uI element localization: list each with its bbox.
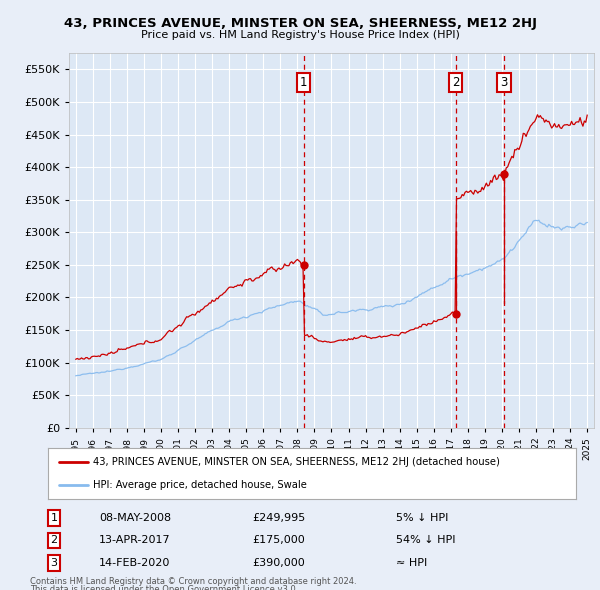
Text: This data is licensed under the Open Government Licence v3.0.: This data is licensed under the Open Gov…	[30, 585, 298, 590]
Text: HPI: Average price, detached house, Swale: HPI: Average price, detached house, Swal…	[93, 480, 307, 490]
Text: 1: 1	[50, 513, 58, 523]
Text: £175,000: £175,000	[252, 535, 305, 545]
Text: Contains HM Land Registry data © Crown copyright and database right 2024.: Contains HM Land Registry data © Crown c…	[30, 577, 356, 586]
Text: 43, PRINCES AVENUE, MINSTER ON SEA, SHEERNESS, ME12 2HJ: 43, PRINCES AVENUE, MINSTER ON SEA, SHEE…	[64, 17, 536, 30]
Text: ≈ HPI: ≈ HPI	[396, 558, 427, 568]
Text: 08-MAY-2008: 08-MAY-2008	[99, 513, 171, 523]
Text: 14-FEB-2020: 14-FEB-2020	[99, 558, 170, 568]
Text: £390,000: £390,000	[252, 558, 305, 568]
Text: 43, PRINCES AVENUE, MINSTER ON SEA, SHEERNESS, ME12 2HJ (detached house): 43, PRINCES AVENUE, MINSTER ON SEA, SHEE…	[93, 457, 500, 467]
Text: 2: 2	[452, 76, 460, 89]
Text: £249,995: £249,995	[252, 513, 305, 523]
Text: 5% ↓ HPI: 5% ↓ HPI	[396, 513, 448, 523]
Text: 1: 1	[300, 76, 307, 89]
Text: 2: 2	[50, 535, 58, 545]
Text: 3: 3	[500, 76, 508, 89]
Text: 3: 3	[50, 558, 58, 568]
Text: Price paid vs. HM Land Registry's House Price Index (HPI): Price paid vs. HM Land Registry's House …	[140, 30, 460, 40]
Text: 13-APR-2017: 13-APR-2017	[99, 535, 170, 545]
Text: 54% ↓ HPI: 54% ↓ HPI	[396, 535, 455, 545]
